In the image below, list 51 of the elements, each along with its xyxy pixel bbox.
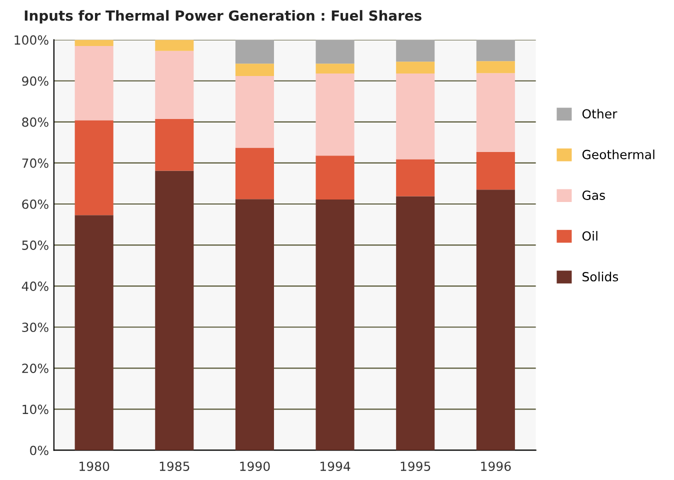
y-tick-label: 100% xyxy=(14,35,48,45)
bar xyxy=(235,76,274,148)
bar xyxy=(316,64,354,74)
x-tick-label: 1994 xyxy=(320,462,350,472)
bar xyxy=(396,40,435,62)
bar xyxy=(155,119,194,171)
bar xyxy=(396,159,435,196)
x-tick-label: 1995 xyxy=(400,462,430,472)
x-tick-label: 1985 xyxy=(160,462,190,472)
x-tick-label: 1980 xyxy=(80,462,110,472)
bar xyxy=(74,120,114,216)
bar xyxy=(235,199,274,450)
bar xyxy=(74,46,114,120)
bar xyxy=(74,215,114,450)
chart-title: Inputs for Thermal Power Generation : Fuel Shares xyxy=(24,10,422,24)
legend-label: Geothermal xyxy=(582,150,654,160)
y-tick-label: 80% xyxy=(22,117,48,127)
bar xyxy=(476,40,515,62)
y-tick-label: 40% xyxy=(22,282,48,292)
y-tick-label: 0% xyxy=(30,446,48,456)
bar xyxy=(396,62,435,74)
y-tick-label: 50% xyxy=(22,240,48,250)
legend-label: Gas xyxy=(582,190,605,200)
bar xyxy=(316,73,354,156)
y-tick-label: 10% xyxy=(22,404,48,414)
y-tick-label: 60% xyxy=(22,199,48,209)
bar xyxy=(235,148,274,200)
bar xyxy=(74,40,114,46)
legend-label: Oil xyxy=(582,231,598,241)
bar xyxy=(396,196,435,450)
bar xyxy=(476,61,515,74)
x-tick-label: 1996 xyxy=(481,462,511,472)
y-tick-label: 20% xyxy=(22,364,48,374)
bar xyxy=(155,50,194,120)
bar xyxy=(316,199,354,450)
x-tick-label: 1990 xyxy=(240,462,270,472)
bar xyxy=(396,73,435,160)
bar xyxy=(476,152,515,190)
legend-label: Other xyxy=(582,108,618,119)
bar xyxy=(476,73,515,152)
bar xyxy=(316,40,354,64)
bar xyxy=(155,170,194,450)
bar xyxy=(155,40,194,51)
bar xyxy=(476,190,515,450)
y-tick-label: 90% xyxy=(22,76,48,86)
y-tick-label: 70% xyxy=(22,158,48,168)
bar xyxy=(316,156,354,200)
bar xyxy=(235,64,274,76)
bar xyxy=(235,40,274,64)
legend-label: Solids xyxy=(582,272,618,282)
y-tick-label: 30% xyxy=(22,322,48,332)
